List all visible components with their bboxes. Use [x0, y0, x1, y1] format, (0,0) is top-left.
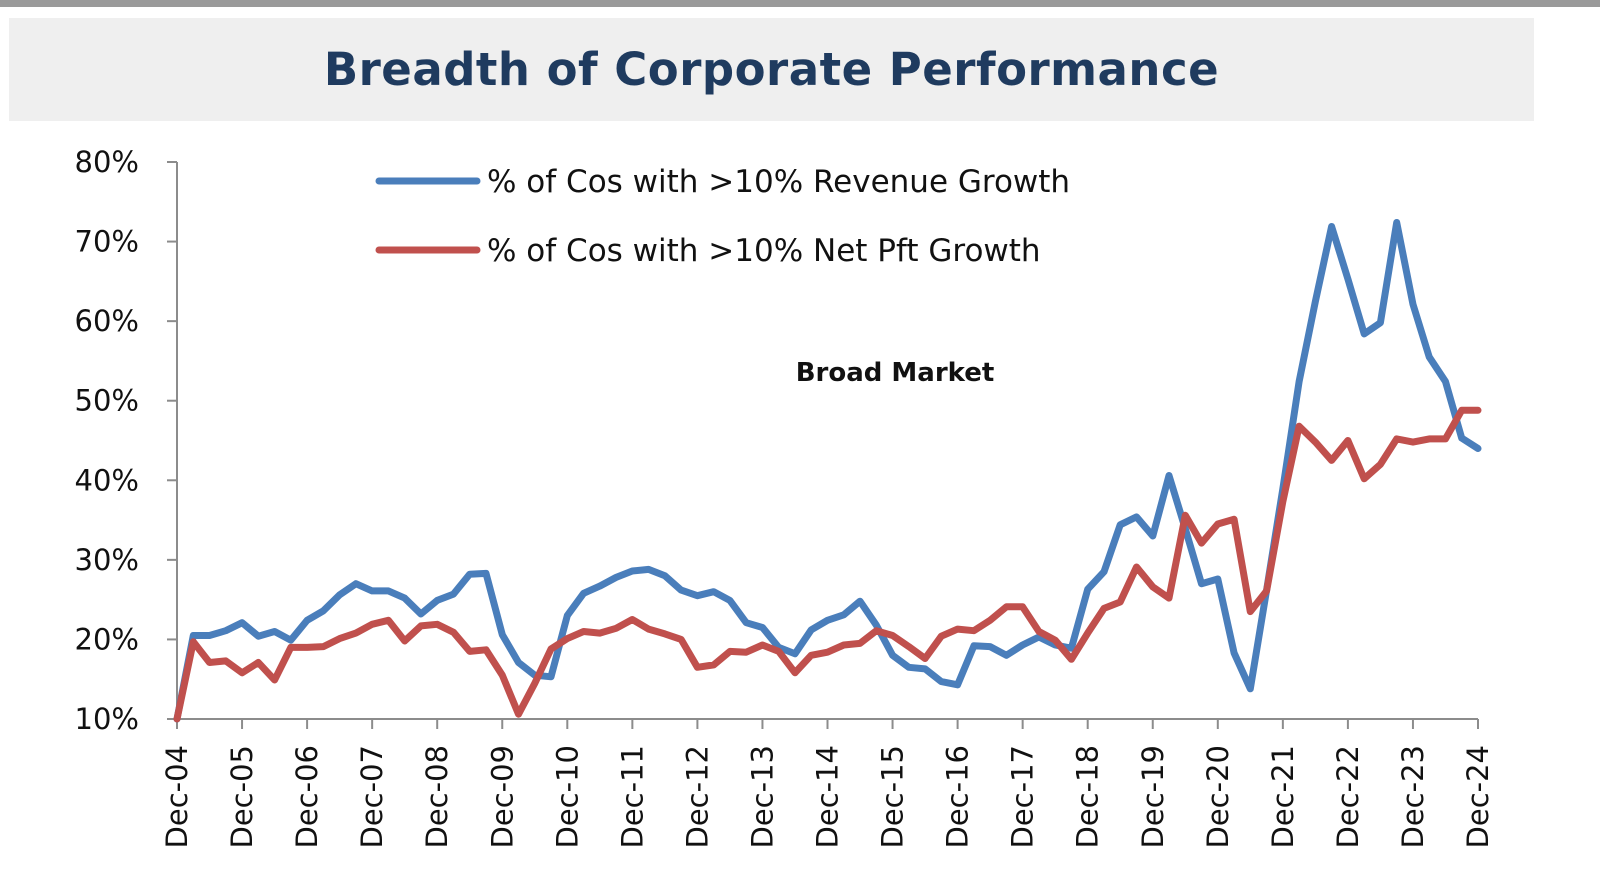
legend-label-revenue: % of Cos with >10% Revenue Growth: [487, 164, 1070, 200]
x-tick-label: Dec-21: [1266, 745, 1300, 848]
chart-title: Breadth of Corporate Performance: [323, 43, 1220, 96]
x-tick-label: Dec-14: [811, 745, 845, 848]
y-tick-label: 30%: [75, 543, 139, 577]
y-axis-ticks: 10% 20% 30% 40% 50% 60% 70% 80%: [75, 145, 177, 736]
x-tick-label: Dec-20: [1201, 745, 1235, 848]
x-tick-label: Dec-19: [1136, 745, 1170, 848]
y-tick-label: 60%: [75, 304, 139, 338]
series-layer: [173, 219, 1482, 723]
x-tick-label: Dec-22: [1331, 745, 1365, 848]
x-tick-label: Dec-17: [1006, 745, 1040, 848]
x-tick-label: Dec-23: [1396, 745, 1430, 848]
y-tick-label: 50%: [75, 384, 139, 418]
y-tick-label: 80%: [75, 145, 139, 179]
x-tick-label: Dec-15: [876, 745, 910, 848]
x-tick-label: Dec-24: [1461, 745, 1495, 848]
legend-label-net-profit: % of Cos with >10% Net Pft Growth: [487, 233, 1041, 269]
y-tick-label: 70%: [75, 225, 139, 259]
x-tick-label: Dec-10: [550, 745, 584, 848]
x-tick-label: Dec-04: [160, 745, 194, 848]
x-tick-label: Dec-13: [745, 745, 779, 848]
top-rule: [0, 0, 1600, 7]
y-tick-label: 40%: [75, 463, 139, 497]
x-tick-label: Dec-05: [225, 745, 259, 848]
x-tick-label: Dec-12: [680, 745, 714, 848]
x-tick-label: Dec-06: [290, 745, 324, 848]
x-tick-label: Dec-16: [941, 745, 975, 848]
x-tick-label: Dec-09: [485, 745, 519, 848]
y-tick-label: 20%: [75, 622, 139, 656]
x-axis-ticks: Dec-04 Dec-05 Dec-06 Dec-07 Dec-08 Dec-09 Dec-…: [160, 719, 1495, 848]
x-tick-label: Dec-11: [615, 745, 649, 848]
revenue-growth-series-line: [173, 219, 1482, 723]
legend: % of Cos with >10% Revenue Growth % of Co…: [375, 164, 1070, 269]
net-profit-growth-series-line: [173, 406, 1482, 723]
x-tick-label: Dec-08: [420, 745, 454, 848]
x-tick-label: Dec-18: [1071, 745, 1105, 848]
y-tick-label: 10%: [75, 702, 139, 736]
title-bar: Breadth of Corporate Performance: [9, 18, 1534, 121]
broad-market-annotation: Broad Market: [796, 358, 995, 388]
x-tick-label: Dec-07: [355, 745, 389, 848]
